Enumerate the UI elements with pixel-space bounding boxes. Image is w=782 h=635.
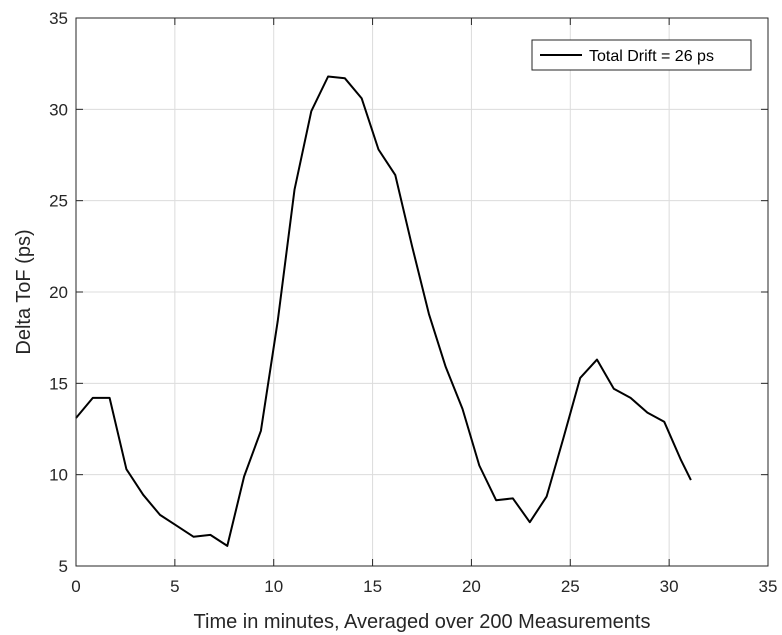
y-tick-label: 30 [49,100,68,119]
legend: Total Drift = 26 ps [531,39,752,71]
y-tick-label: 10 [49,466,68,485]
legend-label: Total Drift = 26 ps [589,48,714,65]
x-tick-label: 35 [759,577,778,596]
series-line-total-drift [75,75,692,547]
plot-area [75,75,692,547]
x-tick-label: 15 [363,577,382,596]
x-axis-label: Time in minutes, Averaged over 200 Measu… [194,611,651,633]
x-tick-label: 5 [170,577,179,596]
x-tick-label: 10 [264,577,283,596]
x-tick-label: 25 [561,577,580,596]
y-tick-label: 20 [49,283,68,302]
y-tick-label: 35 [49,9,68,28]
x-tick-label: 20 [462,577,481,596]
y-tick-label: 15 [49,374,68,393]
x-tick-label: 0 [71,577,80,596]
x-tick-label: 30 [660,577,679,596]
y-tick-label: 5 [59,557,68,576]
grid-lines [76,18,768,566]
y-axis-label: Delta ToF (ps) [13,229,35,354]
y-tick-label: 25 [49,192,68,211]
